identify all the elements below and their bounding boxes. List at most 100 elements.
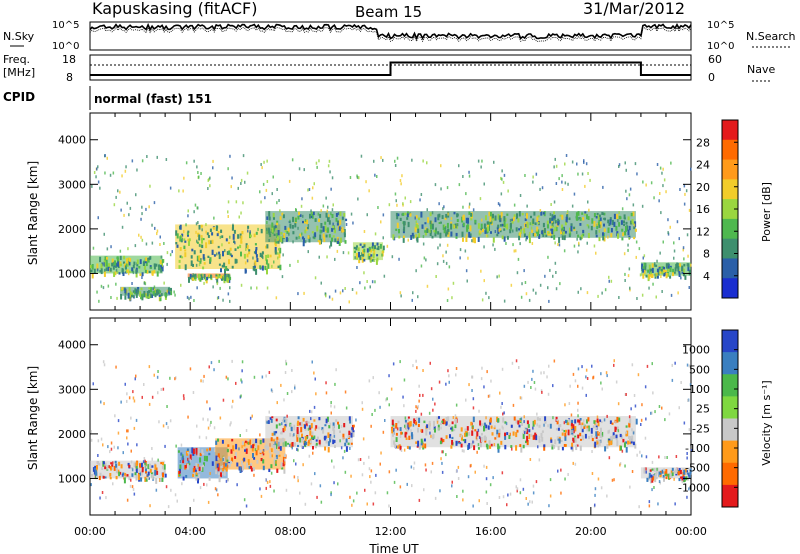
velocity-data-pixel bbox=[232, 445, 235, 452]
velocity-data-pixel bbox=[663, 468, 665, 472]
velocity-data-scatter bbox=[183, 397, 185, 401]
velocity-data-pixel bbox=[310, 440, 312, 444]
power-data-scatter bbox=[559, 282, 561, 286]
power-data-scatter bbox=[97, 165, 99, 169]
velocity-data-scatter bbox=[674, 502, 676, 506]
power-data-pixel bbox=[276, 252, 279, 255]
power-data-pixel bbox=[537, 230, 539, 237]
power-data-scatter bbox=[178, 189, 180, 193]
velocity-data-pixel bbox=[519, 444, 522, 448]
velocity-data-scatter bbox=[280, 383, 282, 387]
velocity-data-pixel bbox=[629, 436, 632, 442]
power-data-pixel bbox=[302, 236, 304, 240]
velocity-data-scatter bbox=[563, 421, 566, 425]
velocity-data-pixel bbox=[513, 416, 516, 421]
power-data-pixel bbox=[376, 242, 379, 246]
velocity-data-scatter bbox=[335, 368, 337, 372]
velocity-data-scatter bbox=[175, 444, 177, 448]
power-data-scatter bbox=[195, 222, 198, 226]
power-data-scatter bbox=[458, 183, 461, 187]
velocity-data-pixel bbox=[284, 424, 287, 427]
power-data-pixel bbox=[534, 222, 537, 226]
power-data-scatter bbox=[145, 207, 147, 211]
velocity-data-pixel bbox=[448, 424, 451, 427]
power-data-scatter bbox=[414, 216, 416, 220]
velocity-data-scatter bbox=[357, 458, 360, 462]
velocity-data-scatter bbox=[651, 362, 653, 366]
power-data-scatter bbox=[530, 226, 533, 230]
velocity-data-scatter bbox=[423, 488, 425, 492]
velocity-data-pixel bbox=[99, 472, 102, 477]
velocity-data-pixel bbox=[619, 433, 622, 438]
power-data-scatter bbox=[351, 288, 354, 291]
velocity-data-scatter bbox=[275, 450, 277, 454]
power-data-scatter bbox=[200, 172, 202, 175]
power-data-scatter bbox=[381, 253, 383, 257]
velocity-data-scatter bbox=[429, 361, 431, 365]
velocity-data-pixel bbox=[447, 416, 450, 422]
velocity-data-pixel bbox=[281, 439, 284, 443]
velocity-data-pixel bbox=[683, 469, 686, 475]
velocity-data-pixel bbox=[600, 420, 603, 424]
velocity-data-pixel bbox=[551, 444, 554, 450]
velocity-data-scatter bbox=[502, 495, 505, 499]
power-data-scatter bbox=[604, 288, 607, 292]
power-data-scatter bbox=[100, 284, 103, 288]
power-data-pixel bbox=[176, 244, 179, 248]
power-data-pixel bbox=[274, 247, 277, 253]
power-data-scatter bbox=[226, 268, 229, 272]
velocity-data-pixel bbox=[618, 417, 621, 422]
power-data-pixel bbox=[304, 220, 306, 224]
velocity-data-scatter bbox=[207, 426, 210, 430]
velocity-data-pixel bbox=[516, 429, 519, 433]
velocity-data-scatter bbox=[275, 460, 277, 464]
power-data-scatter bbox=[133, 295, 135, 299]
velocity-data-scatter bbox=[594, 487, 597, 491]
power-data-pixel bbox=[596, 212, 599, 216]
velocity-data-pixel bbox=[407, 426, 410, 429]
power-data-scatter bbox=[312, 186, 314, 190]
velocity-data-pixel bbox=[309, 430, 312, 436]
power-data-pixel bbox=[190, 255, 193, 259]
power-data-scatter bbox=[370, 256, 373, 260]
velocity-data-scatter bbox=[455, 367, 458, 370]
power-data-scatter bbox=[156, 232, 158, 236]
power-data-pixel bbox=[120, 289, 123, 292]
velocity-data-scatter bbox=[478, 499, 480, 503]
power-data-pixel bbox=[511, 218, 514, 221]
power-data-scatter bbox=[192, 273, 194, 277]
velocity-data-pixel bbox=[195, 463, 198, 469]
velocity-data-pixel bbox=[280, 431, 283, 435]
velocity-data-scatter bbox=[486, 370, 488, 374]
power-data-pixel bbox=[210, 240, 213, 244]
velocity-data-pixel bbox=[404, 424, 407, 428]
velocity-data-scatter bbox=[149, 504, 151, 508]
power-data-scatter bbox=[690, 167, 692, 171]
power-data-scatter bbox=[529, 222, 532, 226]
velocity-data-pixel bbox=[643, 467, 646, 474]
power-data-scatter bbox=[224, 249, 226, 253]
power-data-scatter bbox=[301, 197, 303, 201]
power-data-pixel bbox=[141, 293, 144, 297]
power-data-scatter bbox=[350, 212, 353, 216]
velocity-data-scatter bbox=[254, 448, 257, 452]
velocity-data-pixel bbox=[550, 437, 553, 441]
velocity-data-scatter bbox=[368, 467, 371, 471]
velocity-data-pixel bbox=[145, 478, 148, 482]
velocity-data-pixel bbox=[544, 420, 547, 424]
velocity-data-pixel bbox=[620, 445, 622, 451]
velocity-data-scatter bbox=[445, 453, 447, 457]
velocity-data-pixel bbox=[216, 463, 219, 469]
velocity-data-scatter bbox=[151, 447, 153, 450]
power-data-pixel bbox=[565, 216, 568, 223]
velocity-data-scatter bbox=[307, 427, 310, 431]
power-data-pixel bbox=[633, 226, 636, 230]
velocity-data-pixel bbox=[408, 435, 411, 440]
velocity-data-scatter bbox=[471, 426, 474, 430]
velocity-data-scatter bbox=[176, 499, 178, 503]
velocity-data-pixel bbox=[217, 453, 220, 459]
velocity-data-scatter bbox=[548, 364, 550, 368]
velocity-data-pixel bbox=[616, 416, 619, 423]
power-data-scatter bbox=[554, 241, 556, 245]
power-data-scatter bbox=[596, 222, 598, 226]
